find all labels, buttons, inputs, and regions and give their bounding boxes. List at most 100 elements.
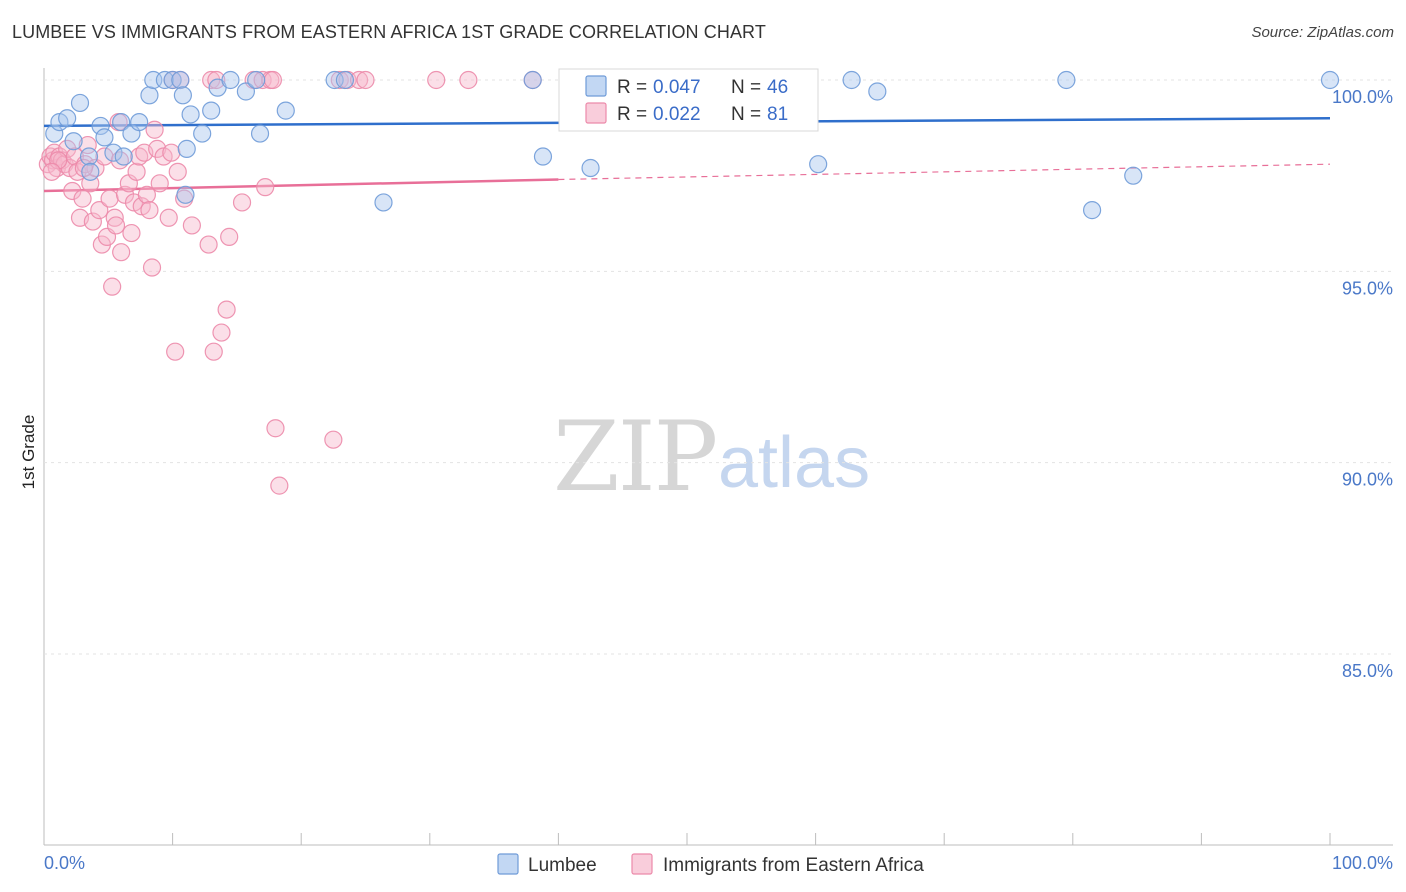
lumbee-point bbox=[325, 70, 344, 90]
immigrants-series-label: Immigrants from Eastern Africa bbox=[663, 855, 924, 876]
immigrants-trend-line bbox=[43, 178, 559, 193]
lumbee-point bbox=[1320, 70, 1340, 90]
chart-title: LUMBEE VS IMMIGRANTS FROM EASTERN AFRICA… bbox=[12, 22, 766, 42]
y-axis-label: 1st Grade bbox=[19, 415, 38, 490]
lumbee-point bbox=[236, 82, 256, 101]
immigrants-point bbox=[182, 216, 201, 235]
immigrants-point bbox=[159, 208, 178, 227]
lumbee-point bbox=[91, 116, 110, 136]
axes bbox=[43, 68, 1393, 846]
y-tick-label: 85.0% bbox=[1342, 661, 1393, 681]
lumbee-point bbox=[70, 93, 90, 113]
immigrants-point bbox=[63, 181, 82, 201]
immigrants-point bbox=[266, 419, 285, 438]
lumbee-point bbox=[45, 124, 64, 143]
lumbee-point bbox=[1082, 201, 1102, 220]
immigrants-point bbox=[100, 189, 119, 208]
immigrants-point bbox=[127, 162, 146, 181]
immigrants-trend-extension bbox=[558, 163, 1331, 181]
immigrants-point bbox=[83, 212, 102, 231]
lumbee-point bbox=[140, 86, 159, 105]
lumbee-point bbox=[95, 128, 114, 147]
lumbee-series-label: Lumbee bbox=[528, 855, 597, 876]
immigrants-n-value: 81 bbox=[767, 104, 788, 125]
lumbee-r-value: 0.047 bbox=[653, 77, 701, 98]
immigrants-point bbox=[49, 151, 68, 170]
watermark-zip: ZIP bbox=[553, 401, 716, 513]
lumbee-point bbox=[276, 101, 295, 120]
immigrants-point bbox=[103, 277, 122, 296]
lumbee-point bbox=[868, 82, 887, 101]
lumbee-point bbox=[335, 70, 355, 90]
lumbee-point bbox=[181, 105, 200, 124]
immigrants-point bbox=[199, 235, 218, 254]
immigrants-point bbox=[42, 162, 61, 181]
lumbee-point bbox=[809, 155, 828, 174]
lumbee-point bbox=[247, 70, 266, 90]
lumbee-point bbox=[81, 162, 100, 181]
immigrants-point bbox=[270, 476, 289, 495]
immigrants-point bbox=[162, 143, 181, 162]
lumbee-point bbox=[177, 139, 196, 158]
immigrants-point bbox=[106, 216, 126, 235]
lumbee-point bbox=[221, 70, 240, 90]
x-tick-label-start: 0.0% bbox=[44, 853, 85, 873]
immigrants-point bbox=[356, 70, 375, 90]
y-tick-label: 95.0% bbox=[1342, 278, 1393, 298]
immigrants-point bbox=[105, 208, 124, 227]
source-label: Source: ZipAtlas.com bbox=[1251, 24, 1394, 41]
lumbee-point bbox=[1124, 166, 1143, 185]
immigrants-point bbox=[73, 189, 92, 208]
immigrants-legend-swatch bbox=[585, 102, 607, 124]
lumbee-point bbox=[163, 70, 182, 90]
lumbee-point bbox=[155, 70, 174, 90]
y-tick-labels: 85.0% 90.0% 95.0% 100.0% bbox=[1332, 87, 1393, 681]
immigrants-point bbox=[166, 342, 185, 361]
lumbee-point bbox=[533, 147, 553, 166]
immigrants-point bbox=[78, 135, 97, 155]
immigrants-point bbox=[217, 300, 236, 319]
lumbee-point bbox=[112, 112, 131, 132]
lumbee-point bbox=[58, 109, 77, 128]
lumbee-point bbox=[250, 124, 270, 143]
lumbee-point bbox=[104, 143, 123, 162]
immigrants-point bbox=[137, 185, 156, 204]
immigrants-point bbox=[256, 178, 275, 197]
immigrants-point bbox=[459, 70, 478, 90]
immigrants-r-label: R = bbox=[617, 104, 647, 125]
immigrants-point bbox=[212, 323, 231, 342]
immigrants-point bbox=[150, 174, 169, 193]
immigrants-point bbox=[324, 430, 343, 449]
immigrants-point bbox=[207, 70, 226, 90]
lumbee-point bbox=[193, 124, 212, 143]
lumbee-point bbox=[202, 101, 221, 120]
lumbee-point bbox=[581, 158, 600, 178]
immigrants-series-swatch bbox=[631, 853, 653, 875]
immigrants-point bbox=[90, 201, 109, 220]
immigrants-point bbox=[95, 147, 114, 166]
immigrants-point bbox=[330, 70, 349, 90]
lumbee-series-swatch bbox=[497, 853, 519, 875]
lumbee-n-value: 46 bbox=[767, 77, 788, 98]
immigrants-point bbox=[232, 193, 252, 212]
x-tick-label-end: 100.0% bbox=[1332, 853, 1393, 873]
gridlines bbox=[44, 79, 1393, 655]
y-tick-label: 90.0% bbox=[1342, 470, 1393, 490]
lumbee-point bbox=[173, 86, 192, 105]
lumbee-point bbox=[523, 70, 542, 90]
lumbee-point bbox=[114, 147, 133, 166]
immigrants-point bbox=[220, 227, 239, 246]
immigrants-point bbox=[204, 342, 223, 361]
series-legend: Lumbee Immigrants from Eastern Africa bbox=[497, 853, 924, 876]
lumbee-r-label: R = bbox=[617, 77, 647, 98]
immigrants-r-value: 0.022 bbox=[653, 104, 701, 125]
immigrants-point bbox=[168, 162, 187, 181]
lumbee-n-label: N = bbox=[731, 77, 761, 98]
immigrants-point bbox=[349, 70, 369, 90]
lumbee-legend-swatch bbox=[585, 75, 607, 97]
lumbee-point bbox=[1057, 70, 1076, 90]
lumbee-point bbox=[130, 112, 149, 132]
immigrants-point bbox=[427, 70, 446, 90]
lumbee-point bbox=[842, 70, 861, 90]
immigrants-point bbox=[122, 223, 141, 243]
